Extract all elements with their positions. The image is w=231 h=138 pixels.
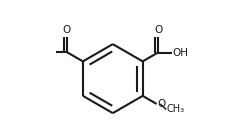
Text: O: O [63, 25, 71, 35]
Text: O: O [156, 99, 164, 109]
Text: CH₃: CH₃ [166, 104, 184, 114]
Text: OH: OH [171, 48, 187, 58]
Text: O: O [153, 25, 161, 35]
